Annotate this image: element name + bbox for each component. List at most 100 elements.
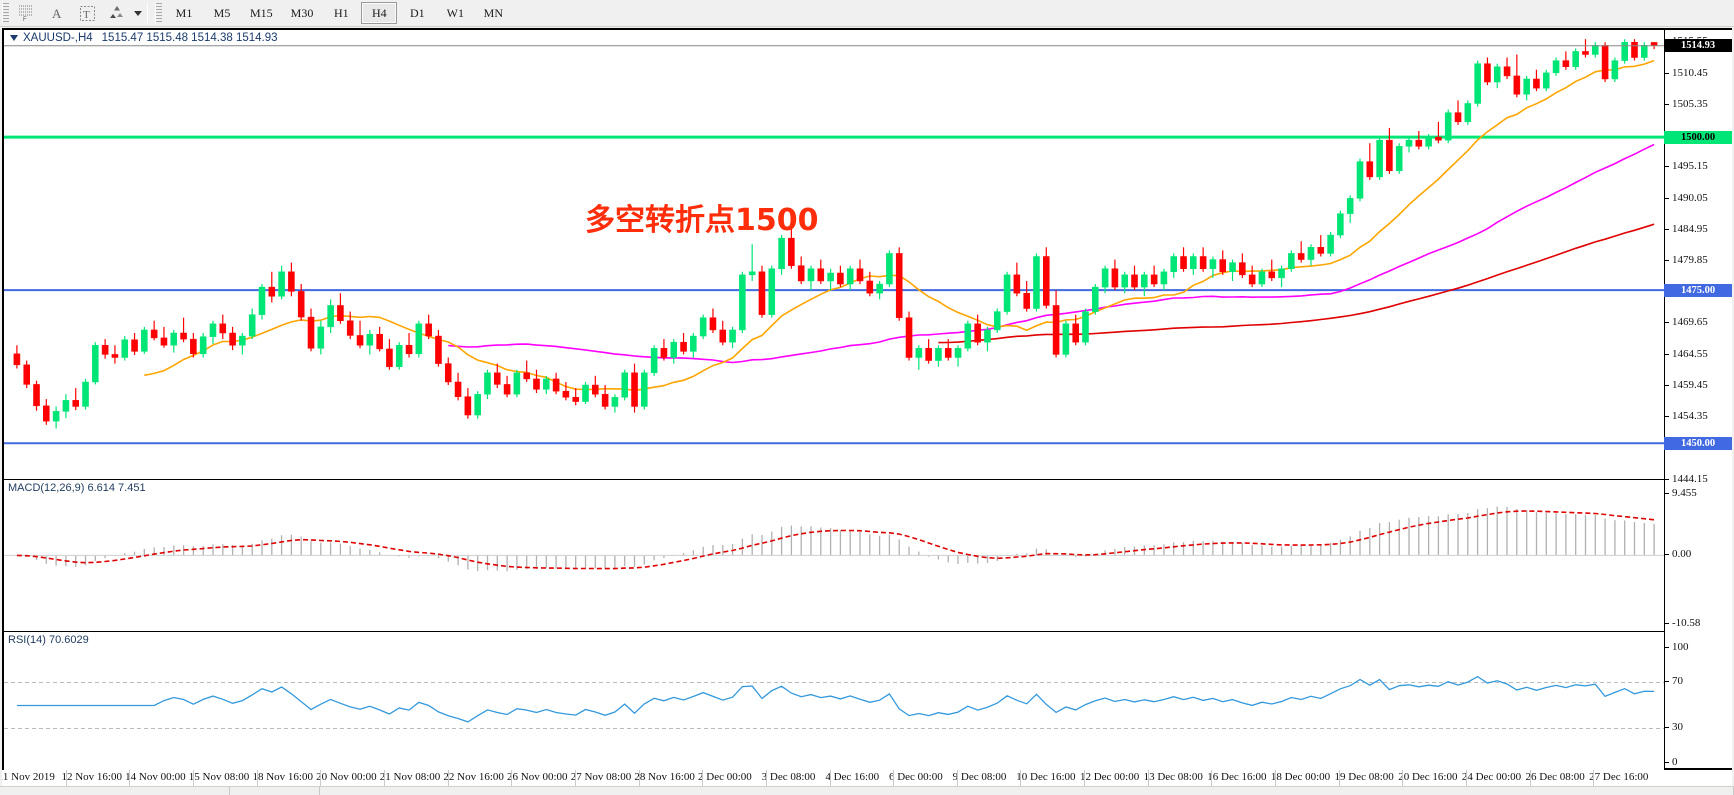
time-label: 20 Nov 00:00 [316,771,377,783]
symbol-header: XAUUSD-,H4 1515.47 1515.48 1514.38 1514.… [10,32,278,44]
rsi-plot [4,675,1664,729]
chart-annotation: 多空转折点1500 [585,203,819,238]
price-tick: 1464.55 [1664,348,1732,361]
time-label: 13 Dec 08:00 [1143,771,1203,783]
svg-text:A: A [52,6,62,21]
time-separator [893,770,895,786]
toolbar-grip[interactable] [2,3,9,23]
time-separator [829,770,831,786]
toolbar: F A T M1 M5 M15 M30 H1 H4 D1 W1 MN [0,0,1734,27]
time-label: 26 Dec 08:00 [1525,771,1585,783]
time-separator [192,770,194,786]
macd-tick: 9.455 [1664,487,1732,500]
collapse-caret-icon[interactable] [10,35,18,41]
price-tick: 1490.05 [1664,192,1732,205]
time-separator [65,770,67,786]
text-label-icon[interactable]: A [43,1,71,25]
time-label: 14 Nov 00:00 [125,771,186,783]
symbol-name: XAUUSD-,H4 [23,32,93,44]
crosshair-grid-icon[interactable]: F [13,1,41,25]
price-tick: 1510.45 [1664,67,1732,80]
shapes-icon[interactable] [103,1,131,25]
price-tick: 1444.15 [1664,473,1732,486]
status-cell-3 [320,787,1734,795]
time-label: 6 Dec 00:00 [888,771,943,783]
time-label: 10 Dec 16:00 [1016,771,1076,783]
time-separator [1084,770,1086,786]
last-price-tag: 1514.93 [1664,39,1732,53]
rsi-tick: 70 [1664,675,1732,688]
time-label: 22 Nov 16:00 [443,771,504,783]
time-label: 16 Dec 16:00 [1207,771,1267,783]
time-label: 15 Nov 08:00 [188,771,250,783]
time-separator [256,770,258,786]
time-separator [1020,770,1022,786]
timeframe-d1[interactable]: D1 [410,5,425,20]
time-separator [765,770,767,786]
rsi-tick: 0 [1664,756,1732,769]
time-label: 4 Dec 16:00 [825,771,880,783]
timeframe-group: M1 M5 M15 M30 H1 H4 D1 W1 MN [165,2,512,24]
timeframe-m15[interactable]: M15 [250,5,273,20]
timeframe-w1[interactable]: W1 [446,5,464,20]
timeframe-m5[interactable]: M5 [213,5,231,20]
rsi-tick: 30 [1664,721,1732,734]
time-label: 18 Nov 16:00 [252,771,313,783]
time-separator [1275,770,1277,786]
time-label: 28 Nov 16:00 [634,771,695,783]
price-panel [4,30,1664,479]
timeframe-h1[interactable]: H1 [334,5,349,20]
status-cell-2 [230,787,320,795]
time-label: 21 Nov 08:00 [379,771,441,783]
time-separator [1466,770,1468,786]
chevron-down-icon[interactable] [134,10,142,16]
time-separator [1211,770,1213,786]
time-label: 27 Nov 08:00 [570,771,632,783]
time-separator [1529,770,1531,786]
time-label: 27 Dec 16:00 [1589,771,1649,783]
time-label: 26 Nov 00:00 [507,771,568,783]
macd-tick: -10.58 [1664,617,1732,630]
time-separator [320,770,322,786]
time-label: 12 Nov 16:00 [61,771,122,783]
time-label: 3 Dec 08:00 [761,771,816,783]
price-axis[interactable]: 1515.551510.451505.351495.151490.051484.… [1664,30,1732,768]
time-label: 24 Dec 00:00 [1461,771,1522,783]
price-tick: 1495.15 [1664,160,1732,173]
timeframe-h4[interactable]: H4 [361,2,398,24]
time-axis[interactable]: 11 Nov 2019 12 Nov 16:00 14 Nov 00:00 15 No… [2,770,1732,786]
price-tick: 1454.35 [1664,410,1732,423]
macd-plot [4,506,1664,572]
level-tag-resistance-1500: 1500.00 [1664,130,1732,144]
timeframe-grip[interactable] [155,3,162,23]
text-box-icon[interactable]: T [73,1,101,25]
price-tick: 1459.45 [1664,379,1732,392]
price-tick: 1469.65 [1664,316,1732,329]
price-plot [4,39,1664,445]
timeframe-mn[interactable]: MN [483,5,504,20]
time-label: 19 Dec 08:00 [1334,771,1394,783]
svg-text:F: F [23,17,27,22]
ohlc-values: 1515.47 1515.48 1514.38 1514.93 [101,32,278,44]
macd-tick: 0.00 [1664,548,1732,561]
time-separator [1402,770,1404,786]
toolbar-separator [147,3,148,23]
rsi-tick: 100 [1664,641,1732,654]
time-separator [956,770,958,786]
chart-canvas[interactable]: XAUUSD-,H4 1515.47 1515.48 1514.38 1514.… [2,28,1732,772]
timeframe-m1[interactable]: M1 [175,5,193,20]
time-separator [129,770,131,786]
macd-panel: MACD(12,26,9) 6.614 7.451 [4,479,1664,631]
level-tag-support-1450: 1450.00 [1664,436,1732,450]
price-tick: 1505.35 [1664,98,1732,111]
time-separator [1147,770,1149,786]
time-separator [447,770,449,786]
price-tick: 1479.85 [1664,254,1732,267]
time-separator [383,770,385,786]
time-label: 9 Dec 08:00 [952,771,1007,783]
time-label: 20 Dec 16:00 [1398,771,1458,783]
time-label: 2 Dec 00:00 [698,771,752,783]
timeframe-m30[interactable]: M30 [290,5,314,20]
svg-text:T: T [83,9,90,21]
